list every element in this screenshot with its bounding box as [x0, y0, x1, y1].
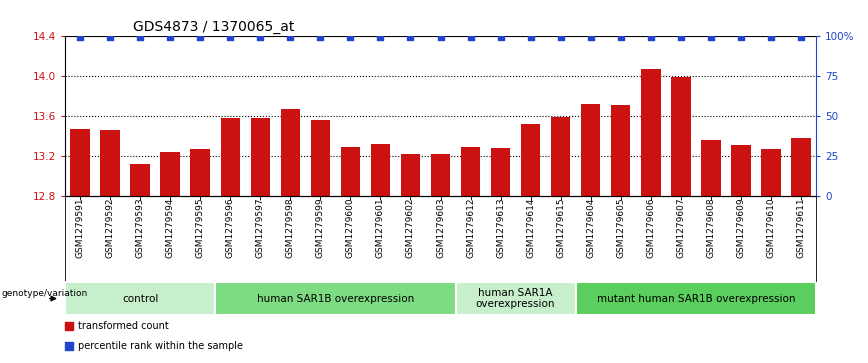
Text: GSM1279613: GSM1279613 [496, 198, 505, 258]
Point [223, 34, 237, 40]
Text: transformed count: transformed count [78, 321, 169, 331]
Bar [461, 147, 480, 196]
Text: mutant human SAR1B overexpression: mutant human SAR1B overexpression [596, 294, 795, 303]
Point [62, 323, 76, 329]
Text: GSM1279615: GSM1279615 [556, 198, 565, 258]
Text: GSM1279604: GSM1279604 [586, 198, 595, 258]
Point [523, 34, 537, 40]
Bar [431, 154, 450, 196]
Text: GSM1279606: GSM1279606 [647, 198, 655, 258]
Text: genotype/variation: genotype/variation [2, 289, 89, 298]
Point [103, 34, 117, 40]
Bar [280, 109, 300, 196]
Text: GSM1279600: GSM1279600 [346, 198, 355, 258]
Text: human SAR1B overexpression: human SAR1B overexpression [257, 294, 414, 303]
Point [464, 34, 477, 40]
Bar [130, 164, 150, 196]
Text: percentile rank within the sample: percentile rank within the sample [78, 341, 243, 351]
Point [194, 34, 207, 40]
Text: GSM1279601: GSM1279601 [376, 198, 385, 258]
Text: GSM1279602: GSM1279602 [406, 198, 415, 258]
Bar [401, 154, 420, 196]
Bar [611, 105, 630, 196]
Bar [65, 282, 215, 315]
Text: GSM1279596: GSM1279596 [226, 198, 234, 258]
Point [614, 34, 628, 40]
Text: GSM1279614: GSM1279614 [526, 198, 535, 258]
Text: GSM1279593: GSM1279593 [135, 198, 145, 258]
Bar [641, 69, 661, 196]
Text: control: control [122, 294, 158, 303]
Point [764, 34, 778, 40]
Bar [581, 104, 601, 196]
Text: GSM1279599: GSM1279599 [316, 198, 325, 258]
Bar [371, 144, 391, 196]
Point [253, 34, 267, 40]
Text: GSM1279608: GSM1279608 [707, 198, 715, 258]
Text: GSM1279611: GSM1279611 [797, 198, 806, 258]
Bar [220, 118, 240, 196]
Text: GSM1279612: GSM1279612 [466, 198, 475, 258]
Bar [311, 120, 330, 196]
Bar [101, 130, 120, 196]
Text: GSM1279609: GSM1279609 [736, 198, 746, 258]
Bar [731, 145, 751, 196]
Bar [701, 140, 720, 196]
Bar [521, 124, 541, 196]
Text: GSM1279594: GSM1279594 [166, 198, 174, 258]
Point [73, 34, 87, 40]
Point [644, 34, 658, 40]
Point [794, 34, 808, 40]
Text: GSM1279595: GSM1279595 [196, 198, 205, 258]
Bar [340, 147, 360, 196]
Text: GSM1279591: GSM1279591 [76, 198, 84, 258]
Bar [791, 138, 811, 196]
Bar [456, 282, 575, 315]
Bar [251, 118, 270, 196]
Text: GSM1279603: GSM1279603 [436, 198, 445, 258]
Point [133, 34, 147, 40]
Bar [215, 282, 456, 315]
Text: GSM1279598: GSM1279598 [286, 198, 295, 258]
Bar [490, 148, 510, 196]
Bar [70, 129, 90, 196]
Point [62, 343, 76, 349]
Text: GSM1279607: GSM1279607 [676, 198, 685, 258]
Point [404, 34, 418, 40]
Bar [161, 152, 180, 196]
Point [494, 34, 508, 40]
Point [433, 34, 448, 40]
Bar [761, 149, 780, 196]
Point [283, 34, 297, 40]
Point [733, 34, 747, 40]
Bar [190, 149, 210, 196]
Bar [551, 117, 570, 196]
Text: GDS4873 / 1370065_at: GDS4873 / 1370065_at [133, 20, 294, 34]
Point [674, 34, 687, 40]
Point [554, 34, 568, 40]
Point [163, 34, 177, 40]
Text: GSM1279605: GSM1279605 [616, 198, 625, 258]
Bar [575, 282, 816, 315]
Text: GSM1279597: GSM1279597 [256, 198, 265, 258]
Point [344, 34, 358, 40]
Bar [671, 77, 691, 196]
Point [373, 34, 387, 40]
Point [583, 34, 597, 40]
Text: human SAR1A
overexpression: human SAR1A overexpression [476, 288, 556, 309]
Text: GSM1279610: GSM1279610 [766, 198, 775, 258]
Point [704, 34, 718, 40]
Text: GSM1279592: GSM1279592 [106, 198, 115, 258]
Point [313, 34, 327, 40]
